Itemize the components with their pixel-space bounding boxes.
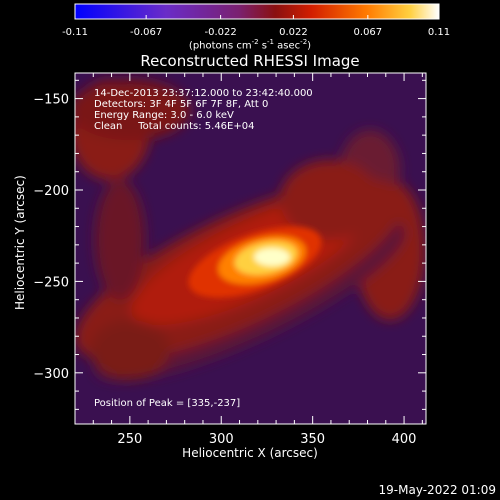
x-tick-label: 350	[300, 432, 325, 447]
colorbar-tick-label: -0.11	[62, 27, 88, 38]
y-tick-label: −150	[33, 93, 69, 108]
x-tick-label: 300	[209, 432, 234, 447]
y-tick-label: −300	[33, 367, 69, 382]
x-tick-label: 250	[117, 432, 142, 447]
colorbar-tick-label: -0.022	[204, 27, 236, 38]
y-tick-label: −250	[33, 275, 69, 290]
colorbar-tick-label: 0.11	[428, 27, 450, 38]
y-tick-label: −200	[33, 184, 69, 199]
plot-axes: 250 300 350 400 −150 −200 −250 −300	[33, 73, 426, 447]
colorbar	[74, 3, 440, 20]
plot-frame	[74, 72, 427, 425]
heatmap-image	[75, 73, 426, 424]
colorbar-tick-label: 0.067	[354, 27, 383, 38]
colorbar-ticks: -0.11 -0.067 -0.022 0.022 0.067 0.11	[62, 15, 450, 38]
colorbar-tick-label: 0.022	[279, 27, 308, 38]
x-tick-label: 400	[392, 432, 417, 447]
colorbar-tick-label: -0.067	[130, 27, 162, 38]
